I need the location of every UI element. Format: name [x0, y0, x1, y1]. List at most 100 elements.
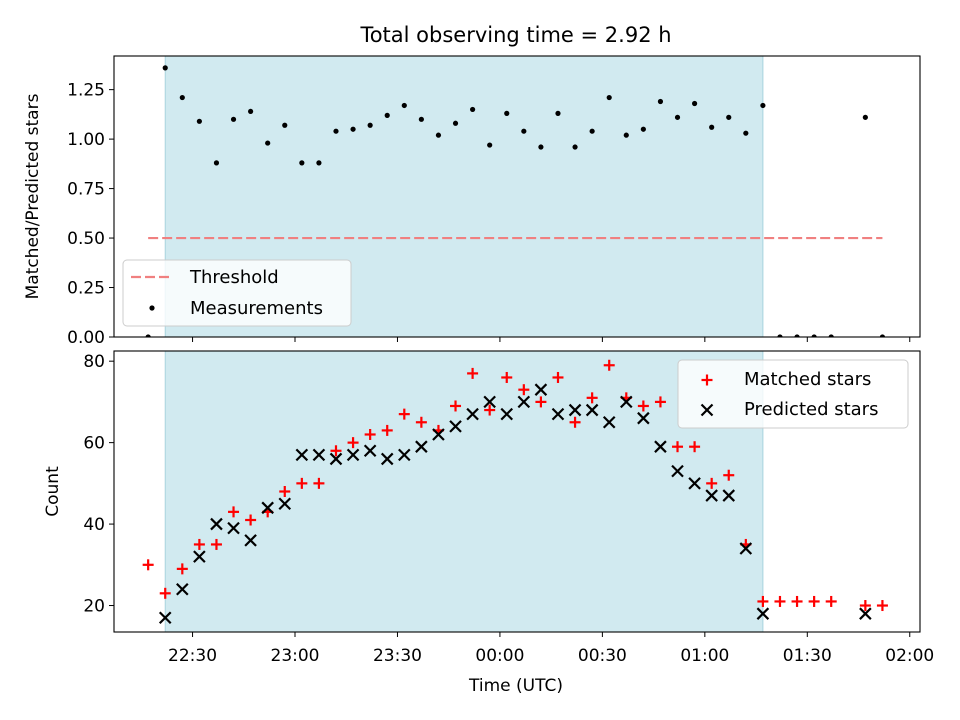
matched-star-marker	[467, 367, 479, 379]
legend-measurements-label: Measurements	[190, 298, 323, 319]
measurement-point	[179, 94, 185, 101]
matched-star-marker	[637, 400, 649, 412]
series-measurements	[145, 65, 886, 337]
y-tick-label: 0.75	[67, 180, 105, 200]
series-matched-stars	[142, 359, 888, 612]
predicted-star-marker	[398, 448, 411, 462]
predicted-star-marker	[295, 448, 309, 462]
matched-star-marker	[364, 428, 376, 440]
measurement-point	[862, 114, 868, 120]
matched-star-marker	[142, 559, 154, 571]
x-tick-label: 01:30	[783, 646, 832, 666]
x-tick-label: 23:30	[373, 646, 422, 666]
matched-star-marker	[552, 371, 564, 383]
matched-star-marker	[586, 392, 598, 404]
predicted-star-marker	[654, 440, 667, 453]
measurement-point	[316, 160, 322, 166]
matched-star-marker	[706, 477, 718, 489]
legend-matched-swatch	[701, 374, 713, 386]
predicted-star-marker	[346, 448, 360, 462]
measurement-point	[640, 126, 646, 132]
measurement-point	[657, 98, 664, 105]
matched-star-marker	[791, 595, 803, 607]
measurement-point	[333, 128, 339, 134]
x-tick-label: 00:00	[475, 646, 524, 666]
predicted-star-marker	[278, 497, 292, 510]
matched-star-marker	[654, 396, 666, 408]
matched-star-marker	[279, 486, 291, 497]
predicted-star-marker	[158, 611, 172, 625]
matched-star-marker	[381, 424, 393, 436]
matched-star-marker	[535, 396, 547, 408]
matched-star-marker	[398, 408, 410, 420]
matched-star-marker	[757, 595, 769, 607]
measurement-point	[572, 144, 578, 150]
measurement-point	[418, 116, 424, 122]
figure-title: Total observing time = 2.92 h	[359, 23, 671, 47]
y-tick-label: 0.50	[67, 229, 105, 249]
predicted-star-marker	[500, 407, 514, 421]
legend-predicted-swatch	[700, 403, 714, 417]
measurement-point	[213, 160, 220, 166]
predicted-star-marker	[449, 420, 462, 433]
matched-star-marker	[159, 587, 171, 599]
measurement-point	[350, 126, 356, 132]
y-tick-label: 40	[83, 515, 105, 535]
measurement-point	[470, 106, 476, 113]
matched-star-marker	[296, 477, 308, 489]
count-panel: 20 40 60 80 22:30 23:00 23:30 00:00 00:30 01:00 01…	[43, 350, 934, 666]
predicted-star-marker	[261, 501, 274, 515]
predicted-star-marker	[739, 542, 753, 555]
matched-star-marker	[774, 595, 786, 607]
matched-star-marker	[569, 416, 581, 428]
plot-frame	[113, 55, 921, 338]
measurement-point	[811, 334, 817, 337]
predicted-star-marker	[312, 448, 326, 462]
measurement-point	[487, 142, 493, 148]
y-tick-label: 0.00	[67, 328, 105, 348]
predicted-star-marker	[176, 582, 189, 596]
matched-star-marker	[876, 600, 888, 612]
measurement-point	[760, 102, 766, 109]
measurement-point	[555, 110, 561, 116]
matched-star-marker	[825, 595, 837, 607]
measurement-point	[367, 122, 373, 128]
matched-star-marker	[330, 445, 342, 457]
matched-star-marker	[228, 506, 240, 518]
matched-star-marker	[176, 563, 188, 575]
measurement-point	[743, 130, 749, 136]
predicted-star-marker	[466, 407, 479, 421]
matched-star-marker	[450, 400, 462, 412]
predicted-star-marker	[620, 395, 633, 409]
legend-matched-label: Matched stars	[744, 369, 871, 390]
measurement-point	[282, 122, 288, 128]
measurement-point	[879, 334, 886, 337]
x-axis-label: Time (UTC)	[468, 676, 563, 696]
observing-window-shade	[164, 351, 764, 632]
measurement-point	[145, 334, 151, 337]
predicted-star-marker	[227, 521, 240, 535]
predicted-star-marker	[637, 411, 650, 425]
measurement-point	[299, 160, 305, 166]
predicted-star-marker	[432, 428, 445, 441]
x-tick-label: 22:30	[168, 646, 217, 666]
matched-star-marker	[210, 538, 222, 550]
legend-box	[122, 259, 352, 327]
predicted-star-marker	[756, 607, 770, 620]
matched-star-marker	[518, 384, 530, 396]
x-tick-label: 02:00	[885, 646, 934, 666]
legend-threshold-label: Threshold	[189, 267, 279, 288]
predicted-star-marker	[722, 489, 736, 502]
measurement-point	[726, 114, 732, 120]
predicted-star-marker	[193, 550, 206, 563]
measurement-point	[794, 334, 800, 337]
predicted-star-marker	[688, 477, 701, 490]
matched-star-marker	[723, 469, 735, 481]
measurement-point	[521, 128, 527, 134]
matched-star-marker	[859, 600, 871, 612]
measurement-point	[230, 116, 237, 122]
measurement-point	[606, 94, 612, 101]
predicted-star-marker	[415, 440, 428, 453]
predicted-star-marker	[602, 415, 616, 429]
